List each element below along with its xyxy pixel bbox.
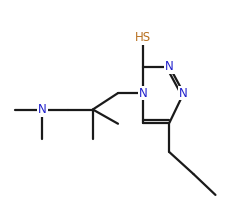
- Text: N: N: [179, 87, 188, 100]
- Text: N: N: [38, 103, 47, 116]
- Text: N: N: [139, 87, 148, 100]
- Text: N: N: [165, 60, 174, 73]
- Text: HS: HS: [135, 31, 151, 44]
